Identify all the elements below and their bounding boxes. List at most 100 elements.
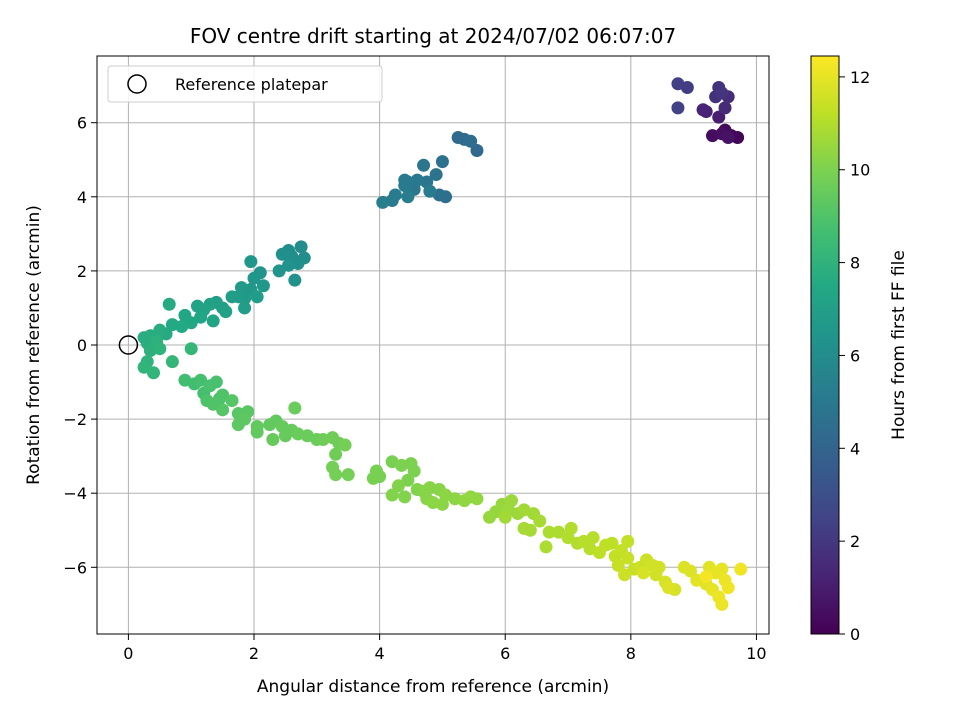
scatter-point: [338, 438, 352, 452]
scatter-point: [219, 305, 233, 319]
colorbar-tick-label: 10: [850, 161, 870, 180]
y-axis-ticks: −6 −4 −2 0 2 4 6: [63, 114, 97, 577]
scatter-point: [470, 492, 484, 506]
scatter-point: [564, 521, 578, 535]
chart-title: FOV centre drift starting at 2024/07/02 …: [190, 24, 676, 48]
scatter-point: [671, 77, 685, 91]
x-tick-label: 4: [375, 644, 385, 663]
scatter-point: [341, 468, 355, 482]
y-tick-label: −2: [63, 410, 87, 429]
scatter-point: [662, 581, 676, 595]
colorbar-frame: [810, 55, 840, 635]
scatter-point: [294, 240, 308, 254]
y-tick-label: −4: [63, 484, 87, 503]
colorbar-tick-label: 12: [850, 68, 870, 87]
legend: Reference platepar: [107, 65, 383, 103]
y-tick-label: 4: [77, 188, 87, 207]
x-tick-label: 6: [500, 644, 510, 663]
scatter-point: [238, 412, 252, 426]
x-axis-ticks: 0 2 4 6 8 10: [123, 634, 767, 663]
scatter-point: [194, 373, 208, 387]
scatter-point: [266, 432, 280, 446]
scatter-point: [225, 394, 239, 408]
scatter-point: [238, 301, 252, 315]
grid-lines: [97, 56, 769, 634]
scatter-point: [618, 568, 632, 582]
scatter-point: [288, 273, 302, 287]
scatter-point: [137, 360, 151, 374]
scatter-point: [165, 355, 179, 369]
x-tick-label: 8: [626, 644, 636, 663]
y-axis-label: Rotation from reference (arcmin): [24, 205, 44, 485]
scatter-point: [288, 401, 302, 415]
scatter-point: [153, 323, 167, 337]
scatter-point: [505, 494, 519, 508]
scatter-point: [256, 279, 270, 293]
scatter-point: [162, 297, 176, 311]
x-axis-label: Angular distance from reference (arcmin): [257, 677, 609, 697]
scatter-point: [715, 562, 729, 576]
scatter-point: [398, 173, 412, 187]
scatter-point: [721, 581, 735, 595]
y-tick-label: 6: [77, 114, 87, 133]
scatter-point: [636, 566, 650, 580]
scatter-point: [206, 397, 220, 411]
scatter-point: [282, 258, 296, 272]
scatter-point: [621, 551, 635, 565]
scatter-point: [498, 510, 512, 524]
scatter-point: [398, 490, 412, 504]
scatter-point: [272, 264, 286, 278]
scatter-point: [715, 597, 729, 611]
scatter-point: [671, 101, 685, 115]
scatter-point: [401, 473, 415, 487]
scatter-point: [539, 540, 553, 554]
x-tick-label: 0: [123, 644, 133, 663]
x-tick-label: 2: [249, 644, 259, 663]
scatter-point: [401, 190, 415, 204]
scatter-point: [621, 534, 635, 548]
scatter-point: [216, 403, 230, 417]
scatter-point: [165, 318, 179, 332]
scatter-point: [250, 290, 264, 304]
colorbar: [811, 56, 839, 634]
scatter-point: [696, 103, 710, 117]
x-tick-label: 10: [746, 644, 766, 663]
scatter-point: [605, 536, 619, 550]
scatter-point: [184, 342, 198, 356]
scatter-point: [147, 366, 161, 380]
scatter-point: [464, 134, 478, 148]
colorbar-label: Hours from first FF file: [889, 250, 909, 440]
y-tick-label: −6: [63, 558, 87, 577]
scatter-point: [470, 143, 484, 157]
scatter-point: [209, 375, 223, 389]
scatter-point: [247, 271, 261, 285]
scatter-point: [329, 447, 343, 461]
scatter-point: [366, 471, 380, 485]
scatter-point: [194, 310, 208, 324]
scatter-point: [417, 158, 431, 172]
reference-platepar-marker: [118, 335, 139, 355]
scatter-point: [718, 101, 732, 115]
scatter-point: [721, 131, 735, 145]
colorbar-ticks: 0 2 4 6 8 10 12: [839, 68, 870, 644]
scatter-point: [376, 195, 390, 209]
legend-open-circle-icon: [127, 74, 147, 94]
scatter-point: [699, 570, 713, 584]
scatter-point: [329, 468, 343, 482]
scatter-point: [586, 531, 600, 545]
scatter-point: [715, 86, 729, 100]
scatter-point: [385, 488, 399, 502]
scatter-point: [391, 479, 405, 493]
colorbar-tick-label: 6: [850, 346, 860, 365]
scatter-point: [451, 131, 465, 145]
scatter-point: [178, 308, 192, 322]
colorbar-tick-label: 4: [850, 439, 860, 458]
legend-box: [107, 65, 383, 103]
scatter-point: [542, 525, 556, 539]
scatter-point: [275, 247, 289, 261]
scatter-points: [137, 77, 748, 611]
colorbar-tick-label: 8: [850, 254, 860, 273]
scatter-point: [533, 514, 547, 528]
scatter-point: [250, 425, 264, 439]
